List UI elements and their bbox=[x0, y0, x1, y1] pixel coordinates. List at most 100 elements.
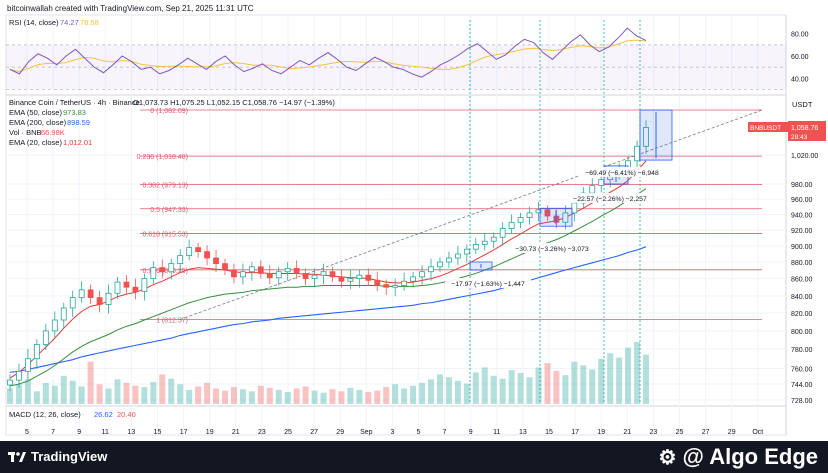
candle-body bbox=[42, 330, 49, 345]
candle-body bbox=[419, 271, 425, 278]
volume-bar bbox=[239, 389, 246, 404]
ema20-label: EMA (20, close) bbox=[9, 138, 62, 147]
candle-body bbox=[284, 267, 291, 273]
price-tick-label: 880.00 bbox=[791, 260, 813, 267]
date-tick-label: 5 bbox=[25, 429, 29, 436]
volume-bar bbox=[159, 374, 166, 404]
candle-body bbox=[60, 307, 67, 321]
candle-body bbox=[168, 263, 175, 273]
volume-bar bbox=[445, 377, 452, 404]
volume-bar bbox=[347, 387, 354, 404]
candle-body bbox=[634, 145, 640, 162]
date-tick-label: 25 bbox=[284, 429, 292, 436]
macd-legend-label: MACD (12, 26, close) bbox=[9, 410, 81, 419]
volume-bar bbox=[607, 353, 614, 404]
chart-canvas[interactable]: 80.00 60.00 40.00 0 (1,082.09) 0.236 (1,018… bbox=[0, 0, 828, 441]
volume-bar bbox=[320, 392, 327, 404]
volume-bar bbox=[392, 384, 399, 404]
volume-bar bbox=[419, 382, 426, 404]
macd-legend-v3: 20.40 bbox=[117, 410, 136, 419]
candle-body bbox=[481, 240, 488, 245]
volume-bar bbox=[499, 378, 506, 404]
volume-bar bbox=[105, 388, 112, 404]
fib-level-label: 0.618 (915.53) bbox=[142, 232, 188, 239]
date-tick-label: 7 bbox=[443, 429, 447, 436]
price-tick-label: 980.00 bbox=[791, 182, 813, 189]
vol-label: Vol · BNB bbox=[9, 128, 42, 137]
volume-bar bbox=[141, 387, 148, 404]
currency-label: USDT bbox=[792, 100, 813, 109]
footer-bar: TradingView ⚙ @ Algo Edge bbox=[0, 441, 828, 473]
price-tick-label: 960.00 bbox=[791, 197, 813, 204]
volume-bar bbox=[338, 391, 345, 404]
candle-body bbox=[231, 269, 237, 278]
volume-bar bbox=[186, 389, 193, 404]
price-tick-label: 1,020.00 bbox=[791, 153, 818, 160]
volume-bar bbox=[60, 375, 67, 404]
fib-level-label: 0.236 (1,018.48) bbox=[137, 154, 188, 161]
rsi-tick-label: 80.00 bbox=[791, 32, 809, 39]
candle-body bbox=[141, 278, 148, 292]
candle-body bbox=[454, 253, 461, 259]
date-tick-label: 15 bbox=[545, 429, 553, 436]
tradingview-logo[interactable]: TradingView bbox=[8, 449, 107, 464]
rsi-legend-value: 74.27 bbox=[60, 18, 79, 27]
volume-bar bbox=[123, 382, 130, 404]
candle-body bbox=[562, 212, 569, 223]
ema200-value: 898.59 bbox=[67, 118, 90, 127]
candle-body bbox=[195, 247, 202, 253]
price-tick-label: 744.00 bbox=[791, 382, 813, 389]
measure-annotation: −17.97 (−1.63%) −1,447 bbox=[451, 281, 525, 288]
rsi-tick-label: 60.00 bbox=[791, 54, 809, 61]
candle-body bbox=[508, 221, 515, 229]
date-tick-label: 21 bbox=[623, 429, 631, 436]
candle-body bbox=[338, 276, 345, 282]
volume-bar bbox=[266, 387, 273, 404]
volume-bar bbox=[410, 385, 417, 404]
date-tick-label: Oct bbox=[752, 429, 763, 436]
candle-body bbox=[248, 266, 255, 273]
volume-bar bbox=[454, 380, 461, 404]
candle-body bbox=[87, 289, 94, 298]
volume-bar bbox=[230, 387, 237, 404]
volume-bar bbox=[311, 390, 318, 404]
trendline bbox=[179, 109, 763, 320]
candle-body bbox=[78, 289, 85, 298]
candle-body bbox=[159, 267, 166, 273]
candle-body bbox=[589, 185, 596, 194]
date-tick-label: 21 bbox=[232, 429, 240, 436]
grid bbox=[6, 15, 786, 435]
volume-bar bbox=[544, 363, 551, 404]
candles bbox=[7, 120, 649, 391]
candle-body bbox=[33, 344, 40, 360]
annotation-bg bbox=[567, 193, 653, 203]
ema50-value: 973.83 bbox=[63, 108, 86, 117]
measure-annotation: −69.49 (−6.41%) −6,948 bbox=[585, 170, 659, 177]
candle-body bbox=[571, 202, 578, 214]
candle-body bbox=[428, 266, 434, 273]
volume-bar bbox=[69, 380, 76, 404]
date-tick-label: 3 bbox=[390, 429, 394, 436]
candle-body bbox=[275, 271, 282, 279]
candle-body bbox=[437, 261, 443, 268]
candle-body bbox=[105, 292, 112, 305]
annotation-bg bbox=[509, 243, 595, 253]
price-tick-label: 800.00 bbox=[791, 329, 813, 336]
candle-body bbox=[383, 284, 390, 288]
volume-bar bbox=[463, 383, 470, 404]
price-tick-label: 940.00 bbox=[791, 212, 813, 219]
date-tick-label: 13 bbox=[128, 429, 136, 436]
candle-body bbox=[320, 271, 327, 276]
tradingview-logo-icon bbox=[8, 450, 26, 464]
volume-bar bbox=[329, 389, 336, 404]
candle-body bbox=[204, 251, 210, 259]
macd-legend-v1: - bbox=[82, 410, 85, 419]
date-tick-label: 17 bbox=[180, 429, 188, 436]
candle-body bbox=[598, 179, 605, 186]
price-tick-label: 840.00 bbox=[791, 294, 813, 301]
candle-body bbox=[302, 273, 309, 280]
volume-bar bbox=[293, 388, 300, 404]
measure-boxes: −17.97 (−1.63%) −1,447 −30.73 (−3.26%) −3… bbox=[445, 20, 673, 404]
volume-bar bbox=[204, 382, 211, 404]
